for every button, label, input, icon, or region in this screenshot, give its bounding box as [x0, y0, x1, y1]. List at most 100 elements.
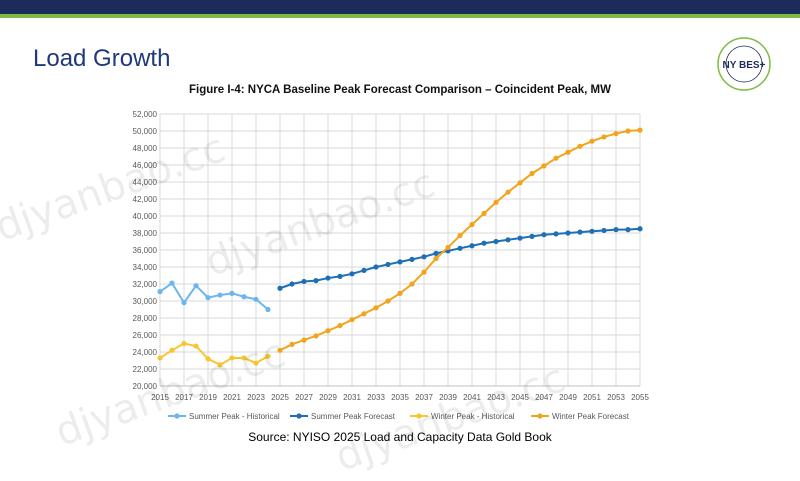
- x-tick-label: 2043: [487, 393, 505, 402]
- series-line: [159, 281, 269, 311]
- y-tick-label: 22,000: [133, 365, 158, 374]
- y-tick-label: 48,000: [133, 144, 158, 153]
- data-point: [601, 134, 607, 140]
- x-tick-label: 2031: [343, 393, 361, 402]
- data-point: [469, 243, 475, 249]
- data-point: [385, 261, 391, 268]
- data-point: [469, 221, 475, 228]
- x-tick-label: 2033: [367, 393, 385, 402]
- data-point: [253, 296, 259, 302]
- series-line: [159, 342, 269, 366]
- data-point: [565, 149, 571, 155]
- data-point: [637, 127, 643, 133]
- data-point: [325, 275, 331, 281]
- data-point: [517, 235, 523, 241]
- x-tick-label: 2055: [631, 393, 649, 402]
- data-point: [613, 227, 619, 233]
- source-note: Source: NYISO 2025 Load and Capacity Dat…: [248, 430, 552, 444]
- y-tick-label: 50,000: [133, 127, 158, 136]
- data-point: [361, 267, 367, 273]
- y-tick-label: 30,000: [133, 297, 158, 306]
- peak-forecast-chart: 20,000 22,000 24,000 26,000 28,000 30,000 32,0…: [133, 110, 650, 421]
- data-point: [457, 245, 463, 251]
- data-point: [253, 360, 259, 366]
- ny-best-logo: NY BES+: [716, 36, 772, 92]
- x-tick-label: 2021: [223, 393, 241, 402]
- y-tick-label: 40,000: [133, 212, 158, 221]
- y-tick-label: 52,000: [133, 110, 158, 119]
- data-point: [421, 269, 427, 275]
- data-point: [409, 256, 415, 262]
- data-point: [361, 311, 367, 317]
- data-point: [217, 292, 223, 298]
- data-point: [265, 306, 271, 313]
- x-tick-label: 2035: [391, 393, 409, 402]
- data-point: [241, 294, 247, 300]
- data-point: [181, 340, 187, 347]
- data-point: [625, 227, 631, 233]
- data-point: [217, 362, 223, 368]
- x-tick-label: 2039: [439, 393, 457, 402]
- x-tick-label: 2049: [559, 393, 577, 402]
- y-tick-label: 36,000: [133, 246, 158, 255]
- x-tick-label: 2047: [535, 393, 553, 402]
- data-point: [481, 240, 487, 246]
- data-point: [577, 143, 583, 149]
- data-point: [349, 271, 355, 277]
- y-tick-label: 32,000: [133, 280, 158, 289]
- legend-marker: [174, 413, 180, 419]
- data-point: [505, 189, 511, 195]
- data-point: [181, 300, 187, 306]
- data-point: [589, 138, 595, 144]
- x-tick-label: 2015: [151, 393, 169, 402]
- x-tick-label: 2017: [175, 393, 193, 402]
- header-band-navy: [0, 0, 800, 14]
- data-point: [169, 347, 175, 353]
- data-point: [289, 281, 295, 287]
- legend-label: Winter Peak Forecast: [552, 412, 630, 421]
- y-tick-label: 46,000: [133, 161, 158, 170]
- legend-marker: [416, 413, 422, 419]
- data-point: [637, 226, 643, 232]
- y-tick-label: 26,000: [133, 331, 158, 340]
- data-point: [493, 199, 499, 205]
- x-tick-label: 2037: [415, 393, 433, 402]
- data-point: [625, 128, 631, 134]
- data-point: [541, 163, 547, 169]
- data-point: [229, 290, 235, 296]
- legend-label: Summer Peak Forecast: [311, 412, 396, 421]
- y-tick-label: 44,000: [133, 178, 158, 187]
- data-point: [349, 317, 355, 323]
- x-tick-label: 2029: [319, 393, 337, 402]
- y-tick-label: 34,000: [133, 263, 158, 272]
- data-point: [289, 341, 295, 347]
- data-point: [337, 323, 343, 329]
- slide-title: Load Growth: [33, 45, 171, 72]
- x-tick-label: 2041: [463, 393, 481, 402]
- data-point: [481, 210, 487, 217]
- data-point: [337, 273, 343, 279]
- legend-label: Winter Peak - Historical: [431, 412, 515, 421]
- series-line: [279, 129, 641, 352]
- data-point: [241, 355, 247, 361]
- data-point: [541, 232, 547, 238]
- data-point: [397, 259, 403, 265]
- data-point: [169, 280, 175, 286]
- data-point: [553, 231, 559, 237]
- data-point: [565, 230, 571, 236]
- x-tick-label: 2053: [607, 393, 625, 402]
- data-point: [325, 328, 331, 334]
- data-point: [373, 305, 379, 311]
- data-point: [229, 355, 235, 361]
- data-point: [421, 254, 427, 260]
- data-point: [493, 238, 499, 245]
- y-tick-label: 38,000: [133, 229, 158, 238]
- x-tick-label: 2051: [583, 393, 601, 402]
- x-tick-label: 2023: [247, 393, 265, 402]
- data-point: [157, 289, 163, 295]
- data-point: [433, 255, 439, 262]
- legend-label: Summer Peak - Historical: [189, 412, 280, 421]
- x-tick-label: 2025: [271, 393, 289, 402]
- data-point: [313, 333, 319, 339]
- y-tick-label: 24,000: [133, 348, 158, 357]
